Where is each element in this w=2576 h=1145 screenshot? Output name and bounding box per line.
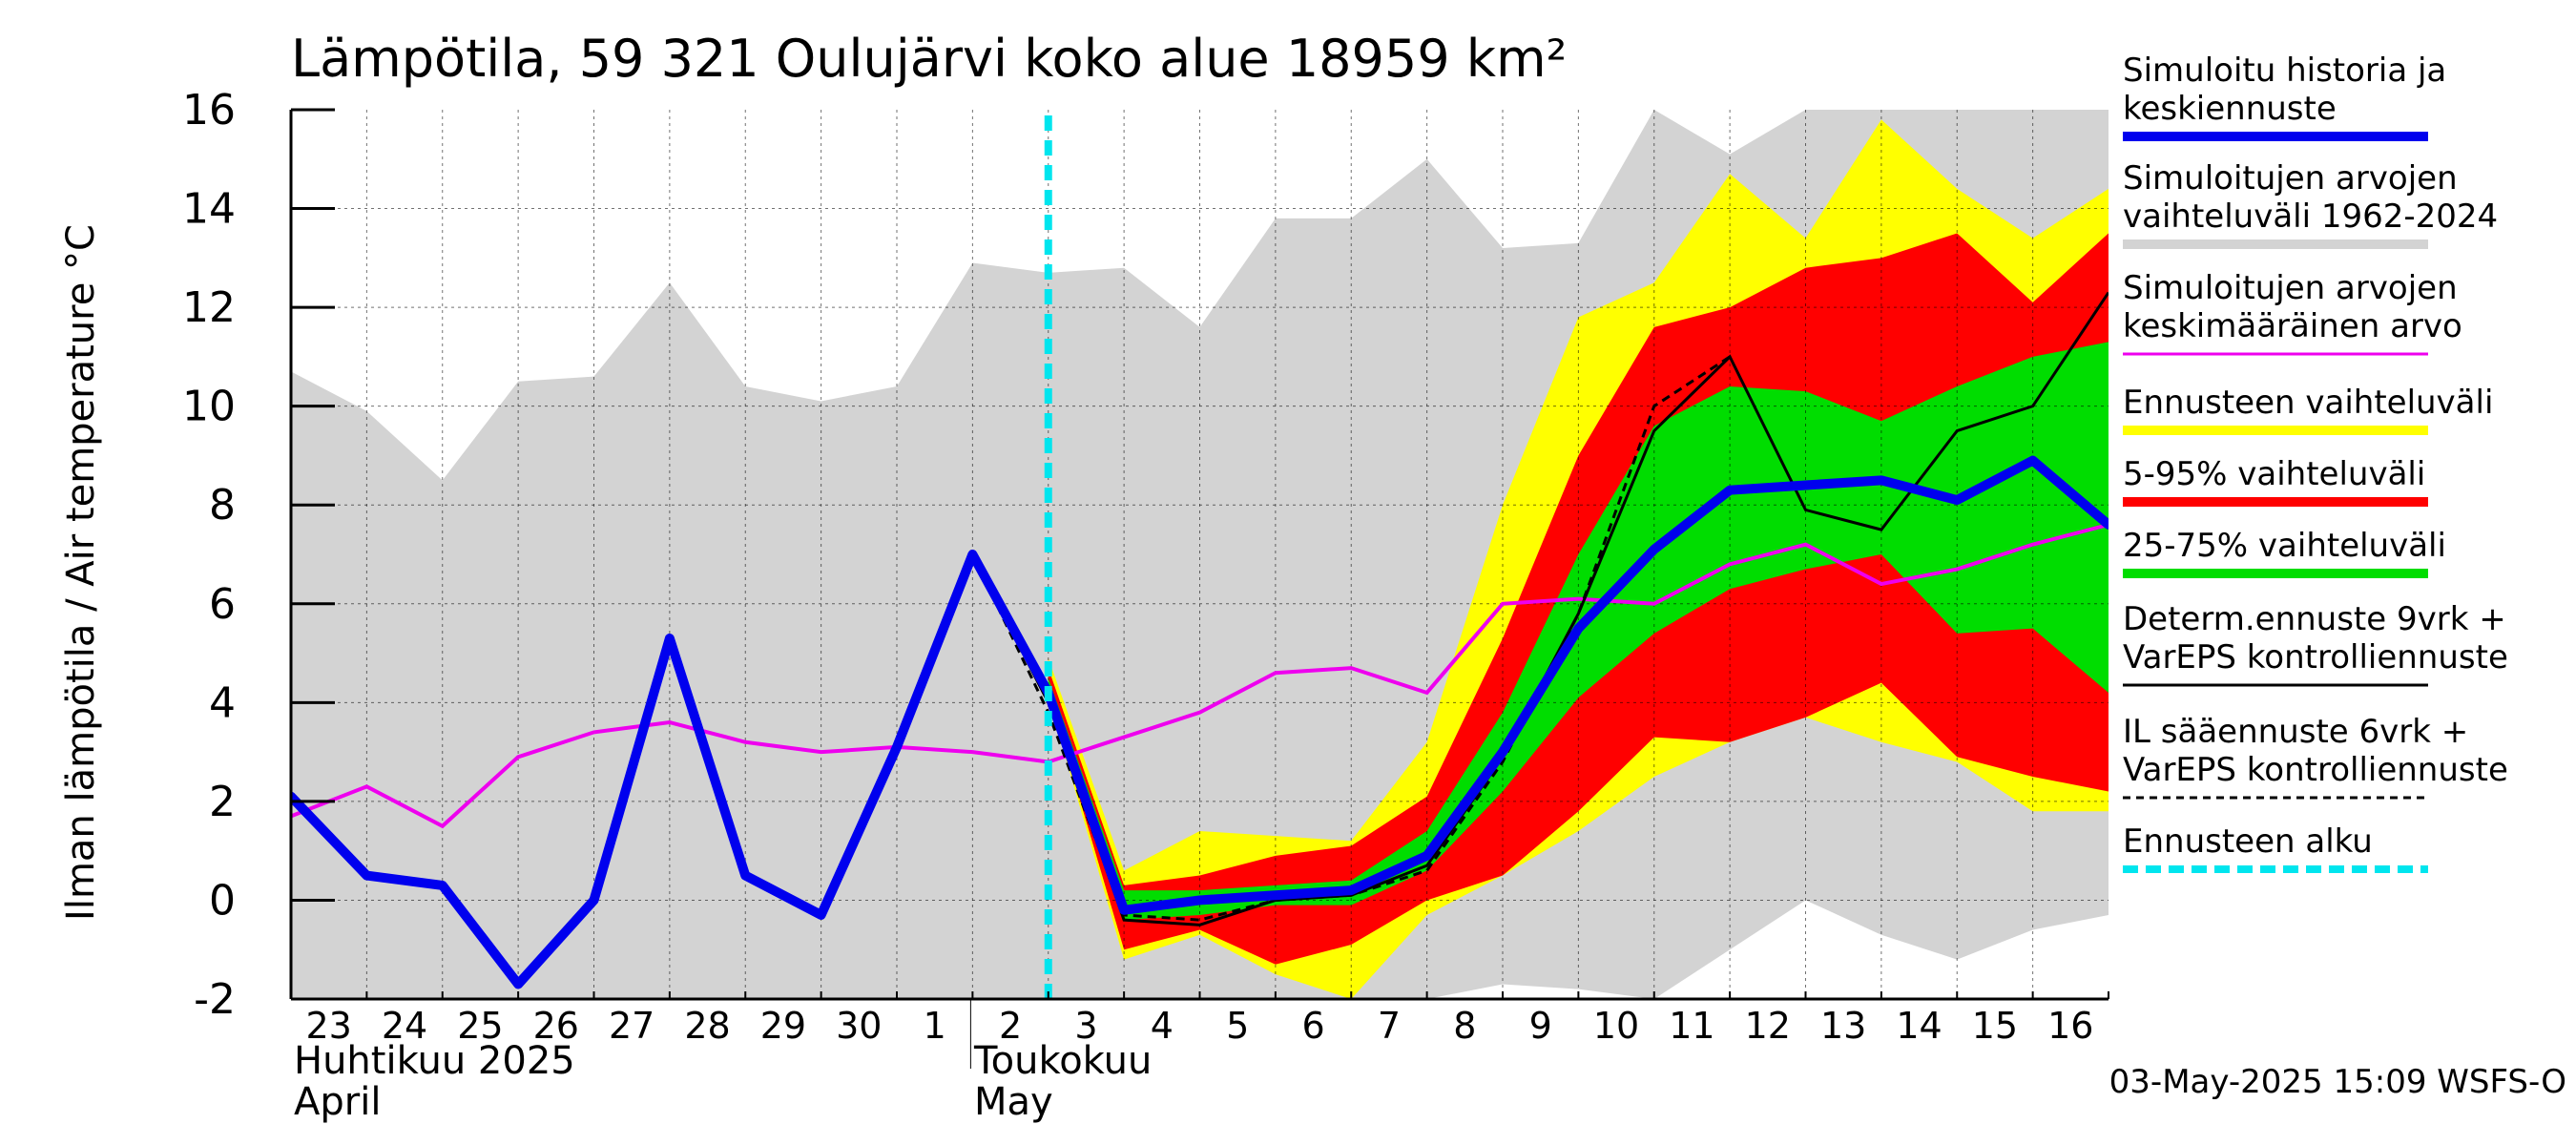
x-tick-label: 1	[924, 1005, 946, 1047]
y-tick-label: 8	[209, 481, 236, 530]
x-tick-label: 15	[1972, 1005, 2018, 1047]
legend-label: IL sääennuste 6vrk +	[2123, 713, 2468, 751]
month-label-fi: Toukokuu	[973, 1039, 1152, 1083]
legend-label: Ennusteen vaihteluväli	[2123, 384, 2493, 422]
legend-label: 25-75% vaihteluväli	[2123, 527, 2446, 565]
x-tick-label: 6	[1301, 1005, 1324, 1047]
x-tick-label: 4	[1151, 1005, 1174, 1047]
grid	[291, 110, 2109, 999]
y-axis-label: Ilman lämpötila / Air temperature °C	[59, 224, 103, 921]
x-tick-label: 13	[1820, 1005, 1866, 1047]
x-tick-label: 7	[1378, 1005, 1401, 1047]
x-tick-label: 24	[382, 1005, 427, 1047]
legend-label: VarEPS kontrolliennuste	[2123, 638, 2508, 677]
legend-label: 5-95% vaihteluväli	[2123, 455, 2425, 493]
month-label-en: May	[974, 1080, 1053, 1124]
y-tick-label: 2	[209, 778, 236, 826]
month-label-fi: Huhtikuu 2025	[294, 1039, 575, 1083]
legend-label: Simuloitujen arvojen	[2123, 159, 2458, 198]
y-tick-label: 10	[182, 383, 236, 431]
simulated-line	[291, 455, 2109, 989]
x-tick-label: 25	[457, 1005, 503, 1047]
y-tick-label: 14	[182, 185, 236, 234]
x-tick-label: 12	[1745, 1005, 1791, 1047]
x-tick-label: 14	[1896, 1005, 1942, 1047]
x-tick-label: 5	[1226, 1005, 1249, 1047]
chart-title: Lämpötila, 59 321 Oulujärvi koko alue 18…	[291, 29, 1567, 89]
y-tick-label: 12	[182, 283, 236, 332]
legend-label: Ennusteen alku	[2123, 822, 2373, 861]
legend-label: Determ.ennuste 9vrk +	[2123, 600, 2506, 638]
x-tick-label: 8	[1453, 1005, 1476, 1047]
x-tick-label: 9	[1529, 1005, 1552, 1047]
x-tick-label: 29	[760, 1005, 806, 1047]
x-tick-label: 11	[1669, 1005, 1714, 1047]
x-tick-label: 16	[2047, 1005, 2093, 1047]
month-label-en: April	[294, 1080, 381, 1124]
legend-label: keskimääräinen arvo	[2123, 307, 2462, 345]
y-tick-label: 16	[182, 86, 236, 135]
x-tick-label: 30	[836, 1005, 882, 1047]
y-tick-label: 0	[209, 876, 236, 925]
series-layer	[291, 115, 2109, 999]
legend-label: vaihteluväli 1962-2024	[2123, 198, 2498, 236]
x-tick-label: 26	[533, 1005, 579, 1047]
x-tick-label: 2	[999, 1005, 1022, 1047]
legend-label: Simuloitu historia ja	[2123, 52, 2446, 90]
y-tick-label: 6	[209, 580, 236, 629]
legend-label: VarEPS kontrolliennuste	[2123, 751, 2508, 789]
x-tick-label: 3	[1074, 1005, 1097, 1047]
y-tick-label: 4	[209, 678, 236, 727]
x-tick-label: 27	[609, 1005, 654, 1047]
mean-line	[291, 522, 2109, 829]
y-tick-label: -2	[194, 975, 236, 1024]
x-tick-label: 28	[684, 1005, 730, 1047]
legend-label: keskiennuste	[2123, 90, 2337, 128]
legend-label: Simuloitujen arvojen	[2123, 269, 2458, 307]
x-tick-label: 23	[306, 1005, 352, 1047]
x-tick-label: 10	[1593, 1005, 1639, 1047]
timestamp: 03-May-2025 15:09 WSFS-O	[2109, 1063, 2566, 1101]
